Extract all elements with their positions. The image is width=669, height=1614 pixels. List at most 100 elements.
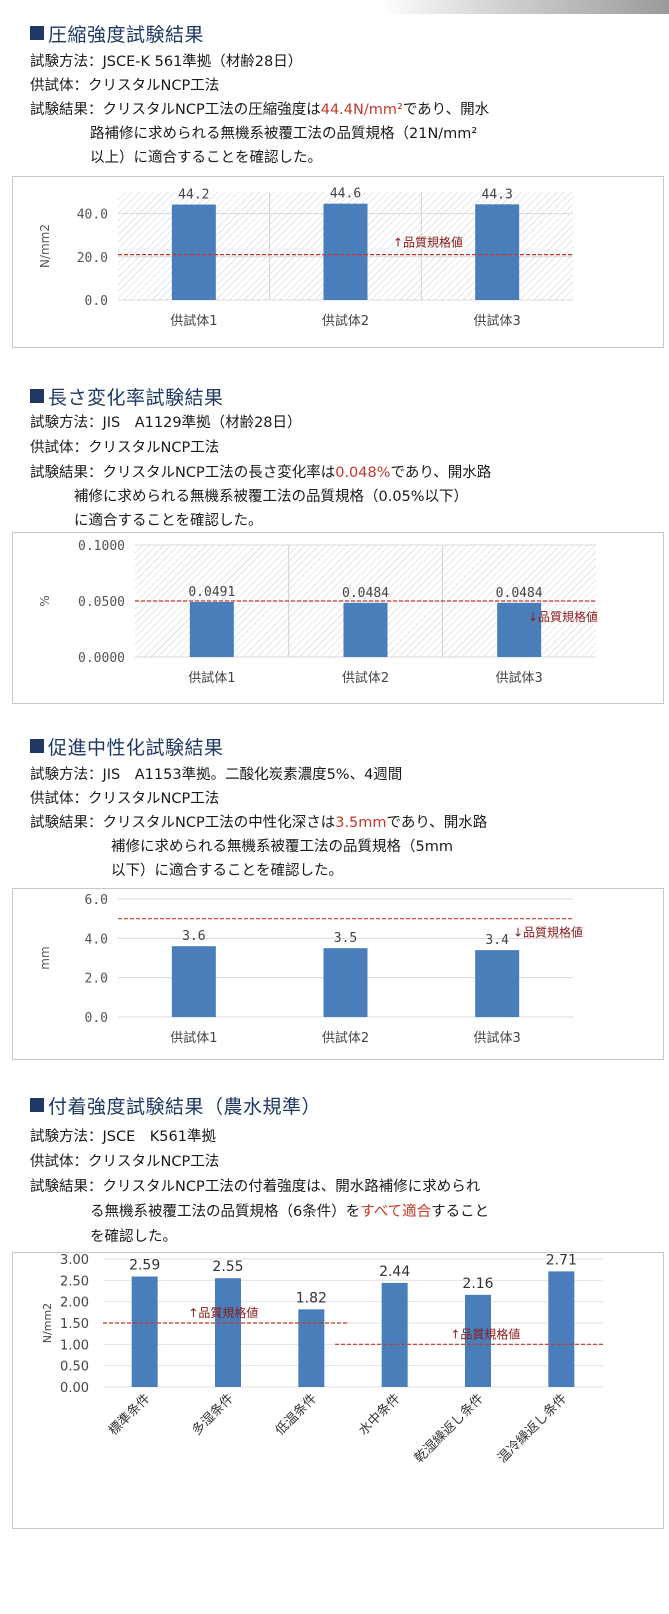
- result-line-3: を確認した。: [90, 1225, 177, 1246]
- data-label: 1.82: [296, 1290, 327, 1306]
- data-label: 2.59: [129, 1257, 160, 1273]
- result-text: る無機系被覆工法の品質規格（6条件）を: [90, 1204, 360, 1220]
- result-text: 試験結果：クリスタルNCP工法の長さ変化率は: [30, 465, 335, 481]
- bar: [298, 1309, 324, 1387]
- y-tick-label: 0.1000: [78, 539, 125, 554]
- data-label: 3.5: [334, 931, 357, 946]
- data-label: 44.2: [178, 188, 209, 203]
- section-heading: 長さ変化率試験結果: [30, 383, 224, 410]
- y-tick-label: 20.0: [77, 251, 108, 266]
- bar: [382, 1283, 408, 1387]
- chart-svg: 0.00 0.50 1.00 1.50 2.00 2.50 3.00 N/mm2 2.59 標準条…: [13, 1253, 663, 1528]
- result-text: であり、開水: [403, 102, 489, 118]
- data-label: 3.4: [485, 933, 509, 948]
- heading-text: 促進中性化試験結果: [48, 737, 224, 759]
- data-label: 2.44: [379, 1264, 410, 1280]
- specimen: 供試体：クリスタルNCP工法: [30, 1150, 219, 1171]
- heading-text: 圧縮強度試験結果: [48, 24, 204, 46]
- x-tick-label: 供試体1: [170, 1030, 217, 1046]
- y-axis-label: N/mm2: [41, 1303, 54, 1343]
- chart-svg: 0.0 20.0 40.0 N/mm2 44.2 供試体1 44.6 供試体2 44.3 供試体3…: [13, 177, 663, 347]
- y-tick-label: 2.00: [60, 1296, 89, 1311]
- chart-svg: 0.0 2.0 4.0 6.0 mm 3.6 供試体1 3.5 供試体2 3.4 供試体3 ↓品質規格…: [13, 889, 663, 1059]
- y-axis-label: N/mm2: [38, 224, 52, 268]
- x-tick-label: 低温条件: [272, 1391, 320, 1439]
- result-line-1: 試験結果：クリスタルNCP工法の中性化深さは3.5mmであり、開水路: [30, 811, 487, 832]
- result-text: すること: [431, 1204, 489, 1220]
- specimen: 供試体：クリスタルNCP工法: [30, 787, 219, 808]
- x-tick-label: 供試体3: [474, 1030, 521, 1046]
- y-tick-label: 3.00: [60, 1253, 89, 1268]
- specimen: 供試体：クリスタルNCP工法: [30, 436, 219, 457]
- bar: [548, 1271, 574, 1387]
- square-bullet-icon: [30, 739, 44, 753]
- data-label: 44.3: [482, 187, 513, 202]
- data-label: 0.0491: [188, 585, 235, 600]
- spec-threshold-label: ↑品質規格値: [393, 235, 463, 250]
- result-line-3: に適合することを確認した。: [74, 509, 263, 530]
- heading-text: 付着強度試験結果（農水規準）: [48, 1096, 321, 1118]
- y-tick-label: 1.00: [60, 1338, 89, 1353]
- x-tick-label: 水中条件: [355, 1391, 403, 1439]
- test-method: 試験方法：JSCE K561準拠: [30, 1125, 216, 1146]
- section-heading: 促進中性化試験結果: [30, 733, 224, 760]
- y-tick-label: 0.0500: [78, 595, 125, 610]
- bar: [172, 205, 216, 300]
- bar: [344, 603, 388, 657]
- data-label: 2.55: [212, 1259, 243, 1275]
- spec-threshold-label: ↓品質規格値: [513, 925, 583, 940]
- result-line-1: 試験結果：クリスタルNCP工法の圧縮強度は44.4N/mm²であり、開水: [30, 98, 489, 119]
- bar: [172, 946, 216, 1017]
- bar: [324, 948, 368, 1017]
- x-tick-label: 供試体1: [170, 313, 217, 329]
- result-line-2: る無機系被覆工法の品質規格（6条件）をすべて適合すること: [90, 1200, 489, 1221]
- spec-threshold-label: ↑品質規格値: [188, 1305, 258, 1320]
- x-tick-label: 供試体3: [474, 313, 521, 329]
- chart-svg: 0.0000 0.0500 0.1000% 0.0491 供試体1 0.0484 供試体2 0…: [13, 533, 663, 703]
- square-bullet-icon: [30, 389, 44, 403]
- y-tick-label: 1.50: [60, 1317, 89, 1332]
- data-label: 2.16: [462, 1276, 493, 1292]
- y-tick-label: 0.0000: [78, 651, 125, 666]
- result-highlight: 0.048%: [335, 465, 390, 481]
- square-bullet-icon: [30, 26, 44, 40]
- decorative-header-bar: [380, 0, 669, 14]
- data-label: 0.0484: [342, 586, 389, 601]
- compressive-strength-chart: 0.0 20.0 40.0 N/mm2 44.2 供試体1 44.6 供試体2 44.3 供試体3…: [12, 176, 664, 348]
- specimen: 供試体：クリスタルNCP工法: [30, 74, 219, 95]
- result-line-2: 補修に求められる無機系被覆工法の品質規格（0.05%以下）: [74, 485, 468, 506]
- test-method: 試験方法：JSCE-K 561準拠（材齢28日）: [30, 50, 302, 71]
- spec-threshold-label: ↓品質規格値: [528, 609, 598, 624]
- data-label: 44.6: [330, 187, 361, 202]
- y-tick-label: 40.0: [77, 208, 108, 223]
- y-tick-label: 0.0: [85, 1011, 108, 1026]
- adhesion-strength-chart: 0.00 0.50 1.00 1.50 2.00 2.50 3.00 N/mm2 2.59 標準条…: [12, 1252, 664, 1529]
- x-tick-label: 供試体2: [342, 670, 389, 686]
- carbonation-chart: 0.0 2.0 4.0 6.0 mm 3.6 供試体1 3.5 供試体2 3.4 供試体3 ↓品質規格…: [12, 888, 664, 1060]
- y-axis-label: mm: [38, 946, 52, 969]
- result-highlight: 3.5mm: [335, 815, 386, 831]
- heading-text: 長さ変化率試験結果: [48, 387, 224, 409]
- x-tick-label: 乾湿繰返し条件: [411, 1391, 487, 1467]
- bar: [475, 204, 519, 300]
- x-tick-label: 多湿条件: [189, 1391, 237, 1439]
- x-tick-label: 標準条件: [105, 1391, 153, 1439]
- y-tick-label: 2.0: [85, 972, 108, 987]
- y-tick-label: 0.0: [85, 294, 108, 309]
- result-text: であり、開水路: [391, 465, 492, 481]
- result-line-1: 試験結果：クリスタルNCP工法の長さ変化率は0.048%であり、開水路: [30, 461, 491, 482]
- data-label: 2.71: [546, 1253, 577, 1268]
- x-tick-label: 供試体3: [496, 670, 543, 686]
- data-label: 0.0484: [496, 586, 543, 601]
- square-bullet-icon: [30, 1098, 44, 1112]
- y-tick-label: 0.50: [60, 1360, 89, 1375]
- result-line-1: 試験結果：クリスタルNCP工法の付着強度は、開水路補修に求められ: [30, 1175, 480, 1196]
- test-method: 試験方法：JIS A1129準拠（材齢28日）: [30, 411, 302, 432]
- test-method: 試験方法：JIS A1153準拠。二酸化炭素濃度5%、4週間: [30, 763, 402, 784]
- section-heading: 圧縮強度試験結果: [30, 20, 204, 47]
- y-tick-label: 0.00: [60, 1381, 89, 1396]
- bar: [132, 1276, 158, 1387]
- section-heading: 付着強度試験結果（農水規準）: [30, 1092, 321, 1119]
- y-tick-label: 2.50: [60, 1274, 89, 1289]
- y-tick-label: 6.0: [85, 893, 108, 908]
